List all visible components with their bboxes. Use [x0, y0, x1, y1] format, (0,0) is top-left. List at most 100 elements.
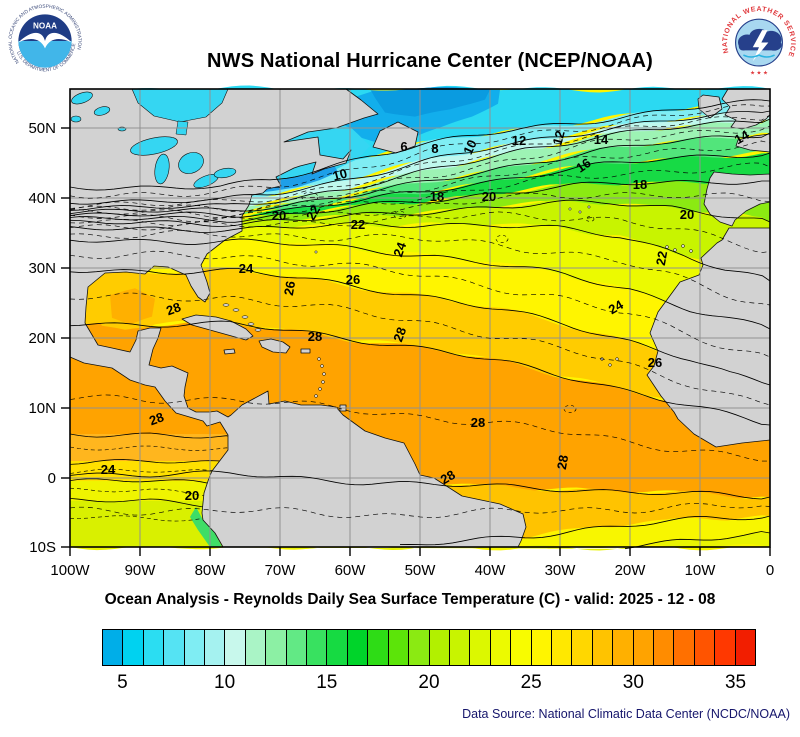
nw-lake [70, 115, 82, 123]
contour-label: 28 [390, 325, 409, 344]
contour-label: 26 [648, 355, 662, 370]
cold-pocket-core [370, 87, 490, 117]
sst-band [70, 223, 770, 329]
colorbar-cell [633, 629, 654, 666]
sst-band [70, 153, 770, 223]
sst-contour-line [399, 515, 771, 546]
antilles-island [317, 357, 321, 361]
colorbar-tick-label: 10 [214, 672, 236, 693]
contour-label: 20 [680, 207, 694, 222]
colorbar-cell [225, 629, 246, 666]
contour-label: 6 [400, 139, 407, 154]
canary-island [689, 249, 693, 253]
sst-contour-dashed [69, 503, 771, 518]
colorbar-cell [490, 629, 512, 666]
lake-michigan [154, 153, 170, 185]
contour-label: 24 [101, 462, 116, 477]
colorbar-cell [164, 629, 185, 666]
sst-contour-line [69, 470, 771, 500]
sst-contour-line [69, 132, 771, 215]
contour-label: 26 [281, 280, 298, 297]
colorbar-cell [674, 629, 695, 666]
sst-contour-line [69, 320, 771, 426]
x-axis-tick-label: 70W [265, 562, 297, 579]
sst-contour-dashed [69, 394, 771, 462]
sst-band [70, 119, 770, 215]
nws-lightning-icon [752, 30, 769, 62]
hispaniola [258, 338, 291, 354]
sst-contour-line [69, 268, 771, 386]
azores-island [568, 207, 572, 211]
noaa-logo: NATIONAL OCEANIC AND ATMOSPHERIC ADMINIS… [8, 4, 82, 78]
eddy-contour [563, 405, 577, 413]
sst-contour-line [69, 199, 771, 227]
colorbar-tick-label: 5 [117, 672, 128, 693]
contour-label: 22 [653, 250, 670, 267]
cuba [181, 314, 254, 341]
colorbar-cell [205, 629, 226, 666]
x-axis-tick-label: 10W [685, 562, 717, 579]
sst-contour-line [624, 531, 771, 550]
puerto-rico [300, 348, 311, 354]
noaa-acronym: NOAA [33, 21, 57, 30]
colorbar [102, 629, 756, 666]
x-axis-tick-label: 30W [545, 562, 577, 579]
colorbar-cell [551, 629, 573, 666]
contour-label: 28 [147, 409, 166, 428]
contour-label: 20 [482, 189, 496, 204]
y-axis-tick-label: 10N [28, 400, 56, 417]
bahamas-island [254, 328, 262, 332]
colorbar-cell [735, 629, 756, 666]
cape-verde-island [615, 357, 619, 361]
colorbar-cell [286, 629, 308, 666]
x-axis-tick-label: 60W [335, 562, 367, 579]
sst-band [70, 178, 770, 227]
antilles-island [318, 387, 322, 391]
cape-verde-island [608, 363, 612, 367]
noaa-seagull-icon [18, 32, 72, 49]
contour-label: 28 [438, 467, 458, 487]
colorbar-cell [470, 629, 491, 666]
colorbar-cell [572, 629, 593, 666]
eddy-contour [301, 191, 319, 203]
bahamas-island [222, 303, 230, 307]
x-axis-tick-label: 0 [766, 562, 774, 579]
chart-caption: Ocean Analysis - Reynolds Daily Sea Surf… [104, 591, 716, 608]
colorbar-cell [653, 629, 675, 666]
hudson-bay [131, 88, 229, 123]
sst-contour-dashed [69, 114, 771, 209]
lake-huron [178, 152, 204, 174]
contour-label: 16 [573, 155, 593, 176]
sst-band [70, 516, 770, 551]
sst-contour-line [69, 180, 770, 223]
x-axis-tick-label: 50W [405, 562, 437, 579]
jamaica [223, 348, 236, 355]
canary-island [665, 245, 669, 249]
colorbar-cell [531, 629, 552, 666]
bahamas-island [241, 315, 249, 319]
colorbar-cell [388, 629, 410, 666]
sst-contour-line [69, 118, 771, 211]
colorbar-cell [245, 629, 267, 666]
colorbar-tick-label: 25 [520, 672, 542, 693]
contour-label: 20 [185, 488, 199, 503]
x-axis-tick-label: 80W [195, 562, 227, 579]
sst-contour-dashed [69, 140, 771, 219]
contour-label: 26 [346, 272, 360, 287]
colorbar-cell [592, 629, 614, 666]
data-source-note: Data Source: National Climatic Data Cent… [462, 707, 790, 721]
sst-band [70, 133, 770, 219]
eddy-contour [495, 235, 509, 243]
sst-band [70, 200, 770, 281]
x-axis-tick-label: 100W [50, 562, 90, 579]
sst-contour-dashed [69, 125, 771, 212]
sst-contour-dashed [69, 162, 771, 223]
colorbar-tick-label: 15 [316, 672, 338, 693]
lake-superior [130, 136, 178, 156]
nw-lake [93, 106, 111, 116]
sst-contour-line [69, 99, 771, 191]
contour-label: 10 [460, 137, 480, 156]
y-axis-tick-label: 40N [28, 190, 56, 207]
